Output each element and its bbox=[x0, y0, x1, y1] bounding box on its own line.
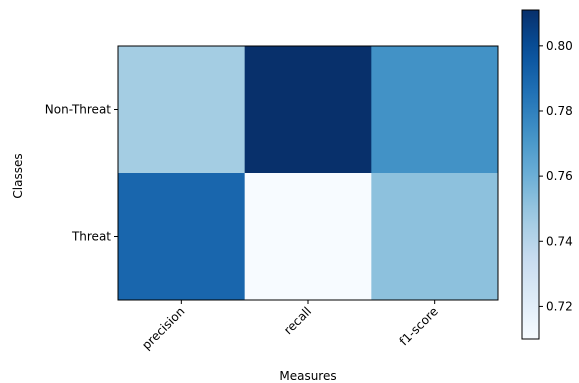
heatmap-cell bbox=[371, 173, 499, 301]
colorbar-tick-label: 0.80 bbox=[546, 39, 573, 53]
heatmap-cell bbox=[244, 173, 372, 301]
y-axis-label: Classes bbox=[11, 153, 25, 198]
x-tick-label: recall bbox=[281, 304, 314, 337]
heatmap-cell bbox=[118, 173, 246, 301]
heatmap-cell bbox=[118, 46, 246, 174]
x-axis-ticks: precision recall f1-score bbox=[139, 300, 441, 352]
heatmap-cell bbox=[371, 46, 499, 174]
heatmap-cell bbox=[244, 46, 372, 174]
x-axis-label: Measures bbox=[279, 369, 336, 383]
colorbar-tick-label: 0.72 bbox=[546, 299, 573, 313]
colorbar-tick-label: 0.74 bbox=[546, 234, 573, 248]
colorbar-tick-label: 0.76 bbox=[546, 169, 573, 183]
colorbar-ticks: 0.72 0.74 0.76 0.78 0.80 bbox=[539, 39, 573, 313]
y-axis-ticks: Non-Threat Threat bbox=[45, 103, 118, 244]
heatmap-cells bbox=[118, 46, 499, 301]
x-tick-label: f1-score bbox=[397, 304, 441, 348]
y-tick-label: Threat bbox=[71, 230, 111, 244]
colorbar-tick-label: 0.78 bbox=[546, 104, 573, 118]
y-tick-label: Non-Threat bbox=[45, 103, 111, 117]
x-tick-label: precision bbox=[139, 304, 187, 352]
colorbar bbox=[521, 9, 540, 340]
